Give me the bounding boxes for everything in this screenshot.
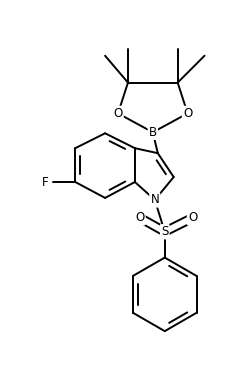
Text: N: N (151, 193, 159, 206)
Text: O: O (135, 211, 144, 224)
Text: O: O (183, 107, 192, 120)
Text: F: F (42, 176, 49, 188)
Text: B: B (149, 126, 157, 139)
Text: S: S (161, 225, 168, 238)
Text: O: O (188, 211, 197, 224)
Text: O: O (113, 107, 123, 120)
